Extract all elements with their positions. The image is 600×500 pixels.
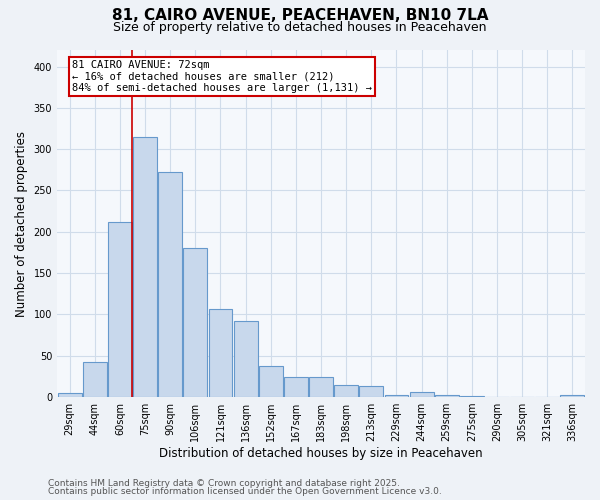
- Bar: [184, 248, 207, 397]
- Bar: [209, 308, 232, 397]
- Text: Contains HM Land Registry data © Crown copyright and database right 2025.: Contains HM Land Registry data © Crown c…: [48, 478, 400, 488]
- Text: Size of property relative to detached houses in Peacehaven: Size of property relative to detached ho…: [113, 21, 487, 34]
- Y-axis label: Number of detached properties: Number of detached properties: [15, 130, 28, 316]
- Bar: [334, 384, 358, 397]
- Bar: [309, 377, 333, 397]
- Bar: [259, 366, 283, 397]
- Bar: [83, 362, 107, 397]
- Bar: [435, 396, 458, 397]
- Bar: [385, 394, 409, 397]
- Bar: [410, 392, 434, 397]
- Bar: [560, 394, 584, 397]
- Bar: [133, 137, 157, 397]
- Bar: [158, 172, 182, 397]
- Bar: [233, 321, 257, 397]
- Bar: [58, 393, 82, 397]
- Text: 81, CAIRO AVENUE, PEACEHAVEN, BN10 7LA: 81, CAIRO AVENUE, PEACEHAVEN, BN10 7LA: [112, 8, 488, 22]
- Text: Contains public sector information licensed under the Open Government Licence v3: Contains public sector information licen…: [48, 487, 442, 496]
- Bar: [284, 377, 308, 397]
- X-axis label: Distribution of detached houses by size in Peacehaven: Distribution of detached houses by size …: [159, 447, 483, 460]
- Bar: [460, 396, 484, 397]
- Bar: [359, 386, 383, 397]
- Text: 81 CAIRO AVENUE: 72sqm
← 16% of detached houses are smaller (212)
84% of semi-de: 81 CAIRO AVENUE: 72sqm ← 16% of detached…: [72, 60, 372, 93]
- Bar: [108, 222, 132, 397]
